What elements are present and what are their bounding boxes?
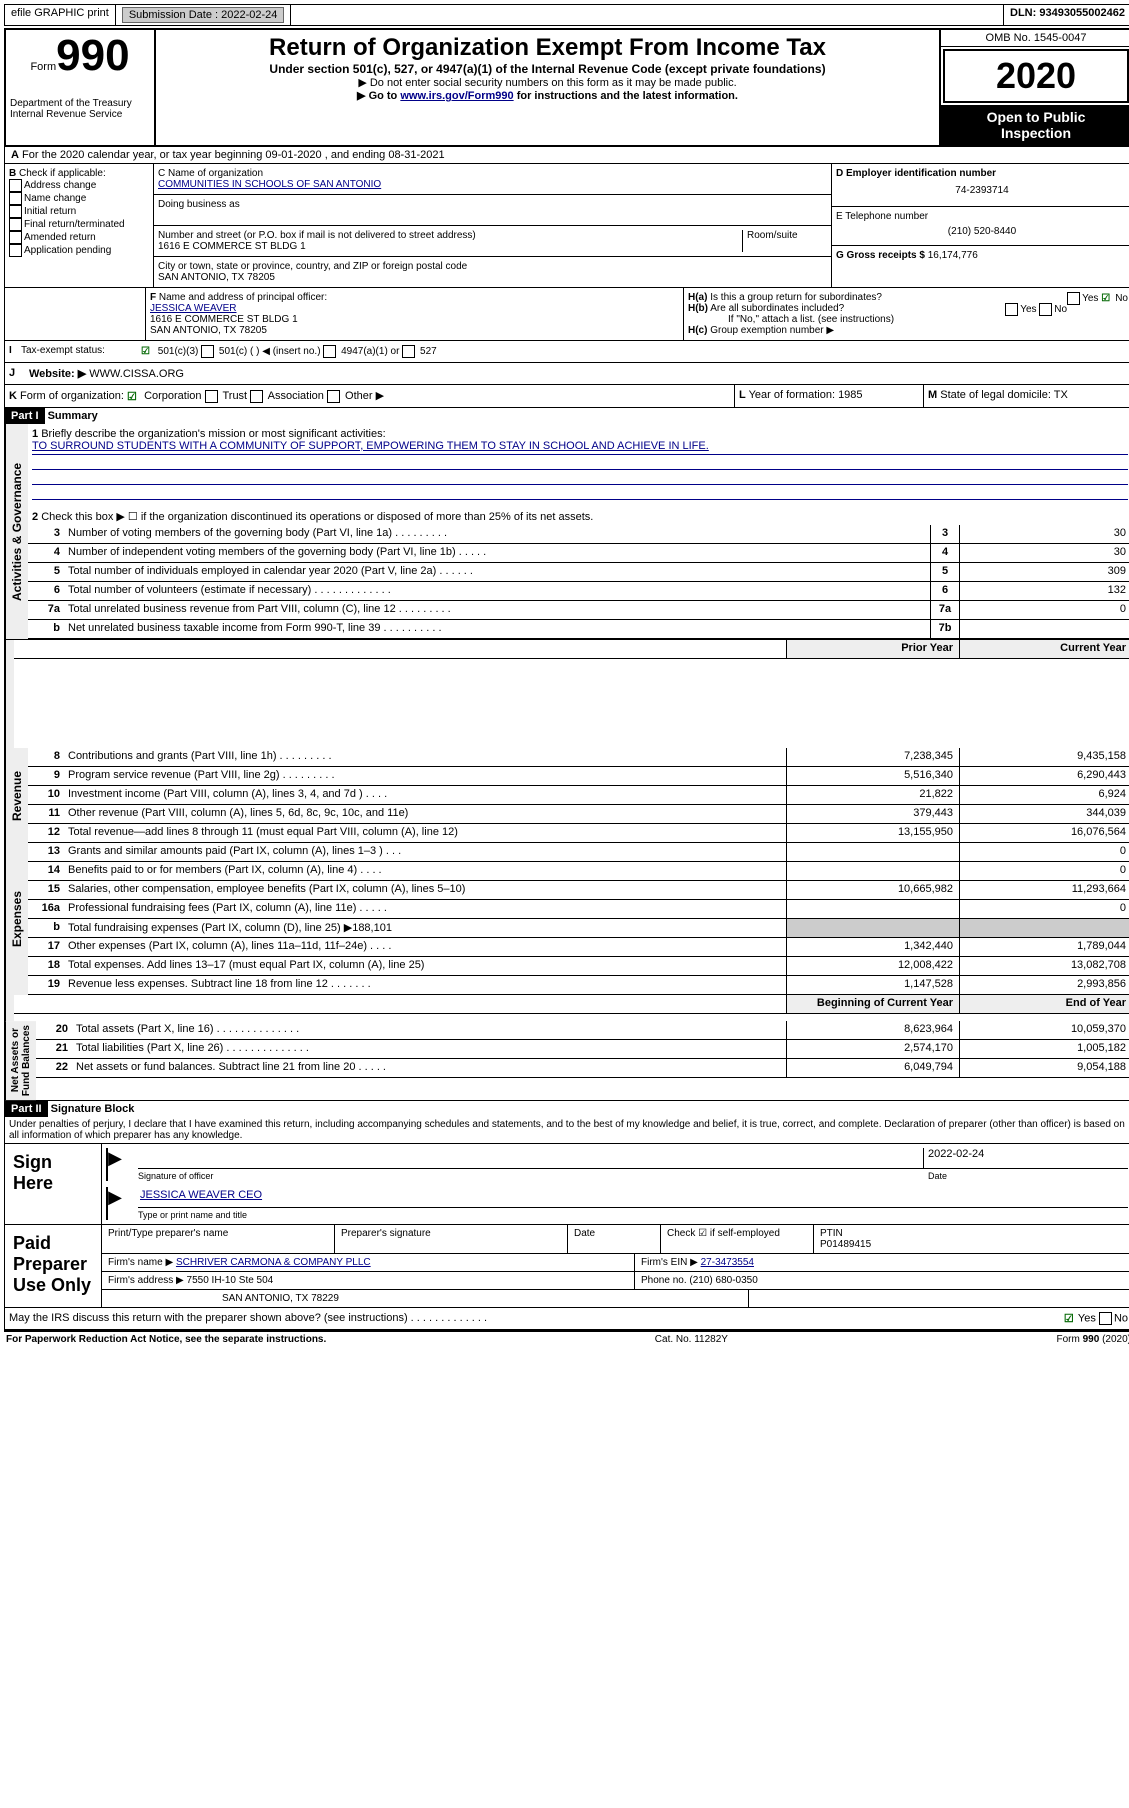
street-address: 1616 E COMMERCE ST BLDG 1 xyxy=(158,241,742,252)
summary-line: 4Number of independent voting members of… xyxy=(28,544,1129,563)
line-a: A For the 2020 calendar year, or tax yea… xyxy=(4,147,1129,164)
dln-label: DLN: 93493055002462 xyxy=(1004,5,1129,25)
amount-line: 20Total assets (Part X, line 16) . . . .… xyxy=(36,1021,1129,1040)
website: WWW.CISSA.ORG xyxy=(89,368,184,380)
amount-line: bTotal fundraising expenses (Part IX, co… xyxy=(28,919,1129,938)
officer-name[interactable]: JESSICA WEAVER xyxy=(150,303,237,314)
amount-line: 18Total expenses. Add lines 13–17 (must … xyxy=(28,957,1129,976)
amount-line: 14Benefits paid to or for members (Part … xyxy=(28,862,1129,881)
omb-number: OMB No. 1545-0047 xyxy=(941,30,1129,47)
subtitle-2: ▶ Do not enter social security numbers o… xyxy=(160,76,935,89)
submission-date-btn[interactable]: Submission Date : 2022-02-24 xyxy=(122,7,285,23)
dept-treasury: Department of the Treasury Internal Reve… xyxy=(10,98,150,120)
amount-line: 19Revenue less expenses. Subtract line 1… xyxy=(28,976,1129,995)
ein: 74-2393714 xyxy=(836,179,1128,202)
mission-text: TO SURROUND STUDENTS WITH A COMMUNITY OF… xyxy=(32,440,709,452)
side-expenses: Expenses xyxy=(5,843,28,995)
form-word: Form xyxy=(30,61,56,73)
summary-line: 6Total number of volunteers (estimate if… xyxy=(28,582,1129,601)
amount-line: 8Contributions and grants (Part VIII, li… xyxy=(28,748,1129,767)
paid-preparer-row: Paid Preparer Use Only Print/Type prepar… xyxy=(4,1225,1129,1308)
form-title: Return of Organization Exempt From Incom… xyxy=(160,34,935,62)
officer-typed: JESSICA WEAVER CEO xyxy=(138,1187,264,1207)
amount-line: 9Program service revenue (Part VIII, lin… xyxy=(28,767,1129,786)
side-blank2 xyxy=(5,995,14,1021)
irs-link[interactable]: www.irs.gov/Form990 xyxy=(400,90,513,102)
amount-line: 11Other revenue (Part VIII, column (A), … xyxy=(28,805,1129,824)
amount-line: 21Total liabilities (Part X, line 26) . … xyxy=(36,1040,1129,1059)
section-bcde: B Check if applicable: Address change Na… xyxy=(4,164,1129,288)
part-ii: Part II Signature Block Under penalties … xyxy=(4,1101,1129,1144)
side-activities-governance: Activities & Governance xyxy=(5,424,28,639)
amount-line: 22Net assets or fund balances. Subtract … xyxy=(36,1059,1129,1078)
section-j: J Website: ▶ WWW.CISSA.ORG xyxy=(4,363,1129,385)
section-klm: K Form of organization: ☑ Corporation Tr… xyxy=(4,385,1129,408)
phone: (210) 520-8440 xyxy=(836,222,1128,241)
declaration-text: Under penalties of perjury, I declare th… xyxy=(5,1117,1129,1143)
sign-here-row: Sign Here ▶2022-02-24Signature of office… xyxy=(4,1144,1129,1225)
efile-label: efile GRAPHIC print xyxy=(5,5,116,25)
summary-line: 3Number of voting members of the governi… xyxy=(28,525,1129,544)
side-revenue: Revenue xyxy=(5,748,28,843)
section-fh: F Name and address of principal officer:… xyxy=(4,288,1129,341)
amount-line: 10Investment income (Part VIII, column (… xyxy=(28,786,1129,805)
summary-line: bNet unrelated business taxable income f… xyxy=(28,620,1129,639)
firm-name: SCHRIVER CARMONA & COMPANY PLLC xyxy=(176,1257,371,1268)
open-public: Open to Public Inspection xyxy=(941,105,1129,145)
org-name[interactable]: COMMUNITIES IN SCHOOLS OF SAN ANTONIO xyxy=(158,179,827,190)
form-number: 990 xyxy=(56,31,129,80)
amount-line: 13Grants and similar amounts paid (Part … xyxy=(28,843,1129,862)
section-i: I Tax-exempt status: ☑ 501(c)(3) 501(c) … xyxy=(4,341,1129,363)
amount-line: 12Total revenue—add lines 8 through 11 (… xyxy=(28,824,1129,843)
gross-receipts: 16,174,776 xyxy=(928,250,978,261)
summary-line: 5Total number of individuals employed in… xyxy=(28,563,1129,582)
part-i: Part I Summary Activities & Governance 1… xyxy=(4,408,1129,1101)
top-bar: efile GRAPHIC print Submission Date : 20… xyxy=(4,4,1129,26)
amount-line: 16aProfessional fundraising fees (Part I… xyxy=(28,900,1129,919)
side-net-assets: Net Assets or Fund Balances xyxy=(5,1021,36,1100)
tax-year: 2020 xyxy=(943,49,1129,103)
discuss-row: May the IRS discuss this return with the… xyxy=(4,1308,1129,1330)
summary-line: 7aTotal unrelated business revenue from … xyxy=(28,601,1129,620)
side-blank xyxy=(5,640,14,748)
city-state-zip: SAN ANTONIO, TX 78205 xyxy=(158,272,827,283)
form-header: Form990 Department of the Treasury Inter… xyxy=(4,28,1129,147)
amount-line: 17Other expenses (Part IX, column (A), l… xyxy=(28,938,1129,957)
amount-line: 15Salaries, other compensation, employee… xyxy=(28,881,1129,900)
subtitle-1: Under section 501(c), 527, or 4947(a)(1)… xyxy=(160,62,935,76)
page-footer: For Paperwork Reduction Act Notice, see … xyxy=(4,1330,1129,1347)
